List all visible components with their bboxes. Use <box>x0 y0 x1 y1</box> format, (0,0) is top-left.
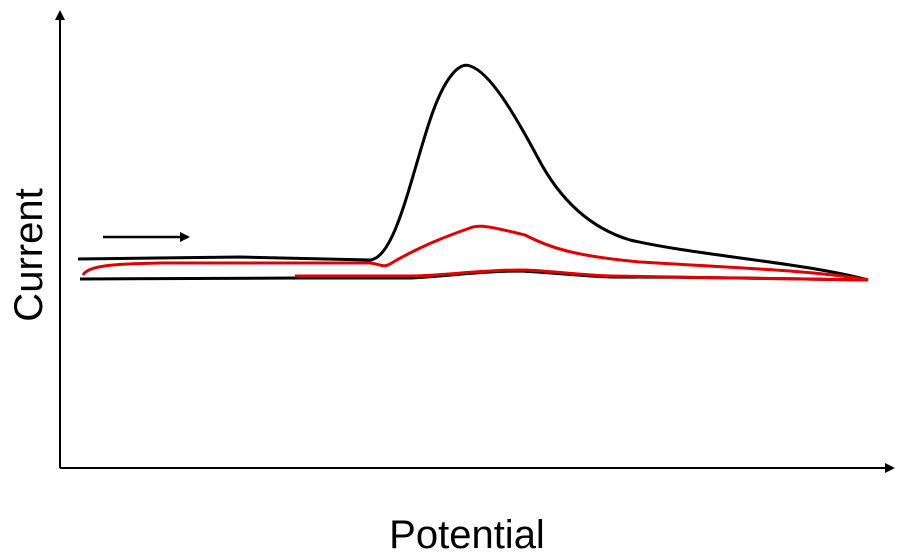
y-axis-label: Current <box>7 188 51 321</box>
red-curve <box>81 224 869 282</box>
x-axis-label: Potential <box>389 513 545 557</box>
black-curve <box>77 63 869 282</box>
